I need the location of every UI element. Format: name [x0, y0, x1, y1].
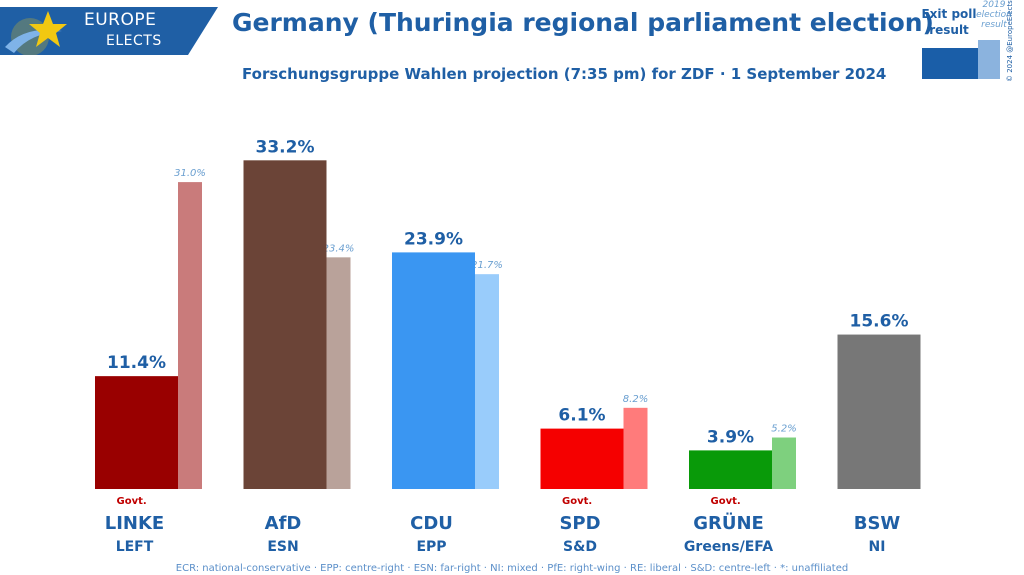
bar-exit-cdu: [392, 252, 475, 489]
party-name-afd: AfD: [265, 513, 302, 534]
legend-exit-poll-label: Exit poll result: [921, 7, 977, 37]
label-2019-linke: 31.0%: [174, 168, 206, 179]
label-exit-grne: 3.9%: [707, 427, 754, 447]
party-name-bsw: BSW: [854, 513, 901, 534]
govt-label-linke: Govt.: [117, 496, 147, 507]
label-2019-afd: 23.4%: [323, 243, 355, 254]
bar-2019-afd: [326, 257, 351, 489]
europe-elects-logo: [0, 7, 218, 55]
label-exit-spd: 6.1%: [558, 406, 605, 426]
logo-text-europe: EUROPE: [84, 10, 157, 30]
label-exit-linke: 11.4%: [107, 353, 166, 373]
party-name-linke: LINKE: [105, 513, 164, 534]
party-group-spd: S&D: [563, 539, 597, 555]
party-group-afd: ESN: [267, 539, 298, 555]
govt-label-spd: Govt.: [562, 496, 592, 507]
party-group-grne: Greens/EFA: [684, 539, 773, 555]
legend-previous-swatch: [978, 40, 1000, 79]
party-group-linke: LEFT: [116, 539, 154, 555]
bar-2019-linke: [178, 182, 202, 489]
legend-previous-label: 2019 election result: [976, 0, 1012, 30]
govt-label-grne: Govt.: [711, 496, 741, 507]
legend-exit-poll-swatch: [922, 48, 978, 79]
bar-exit-grne: [689, 450, 772, 489]
party-name-cdu: CDU: [410, 513, 453, 534]
footer-legend-note: ECR: national-conservative · EPP: centre…: [175, 563, 849, 574]
page-subtitle: Forschungsgruppe Wahlen projection (7:35…: [242, 65, 887, 83]
bar-2019-spd: [623, 407, 648, 489]
page-title: Germany (Thuringia regional parliament e…: [232, 8, 934, 37]
logo-text-elects: ELECTS: [106, 33, 162, 49]
bar-exit-afd: [243, 160, 327, 489]
bar-exit-bsw: [837, 334, 921, 489]
party-group-cdu: EPP: [416, 539, 446, 555]
party-name-spd: SPD: [559, 513, 600, 534]
bar-2019-cdu: [475, 274, 499, 489]
label-exit-cdu: 23.9%: [404, 229, 463, 249]
label-exit-afd: 33.2%: [256, 137, 315, 157]
chart-legend: Exit poll result 2019 election result: [918, 0, 1024, 88]
label-2019-cdu: 21.7%: [471, 260, 503, 271]
label-2019-grne: 5.2%: [771, 424, 796, 435]
label-2019-spd: 8.2%: [623, 394, 648, 405]
bar-2019-grne: [772, 437, 796, 489]
party-group-bsw: NI: [869, 539, 886, 555]
party-name-grne: GRÜNE: [693, 512, 764, 534]
bar-exit-linke: [95, 376, 178, 489]
label-exit-bsw: 15.6%: [850, 312, 909, 332]
bar-exit-spd: [540, 428, 624, 489]
